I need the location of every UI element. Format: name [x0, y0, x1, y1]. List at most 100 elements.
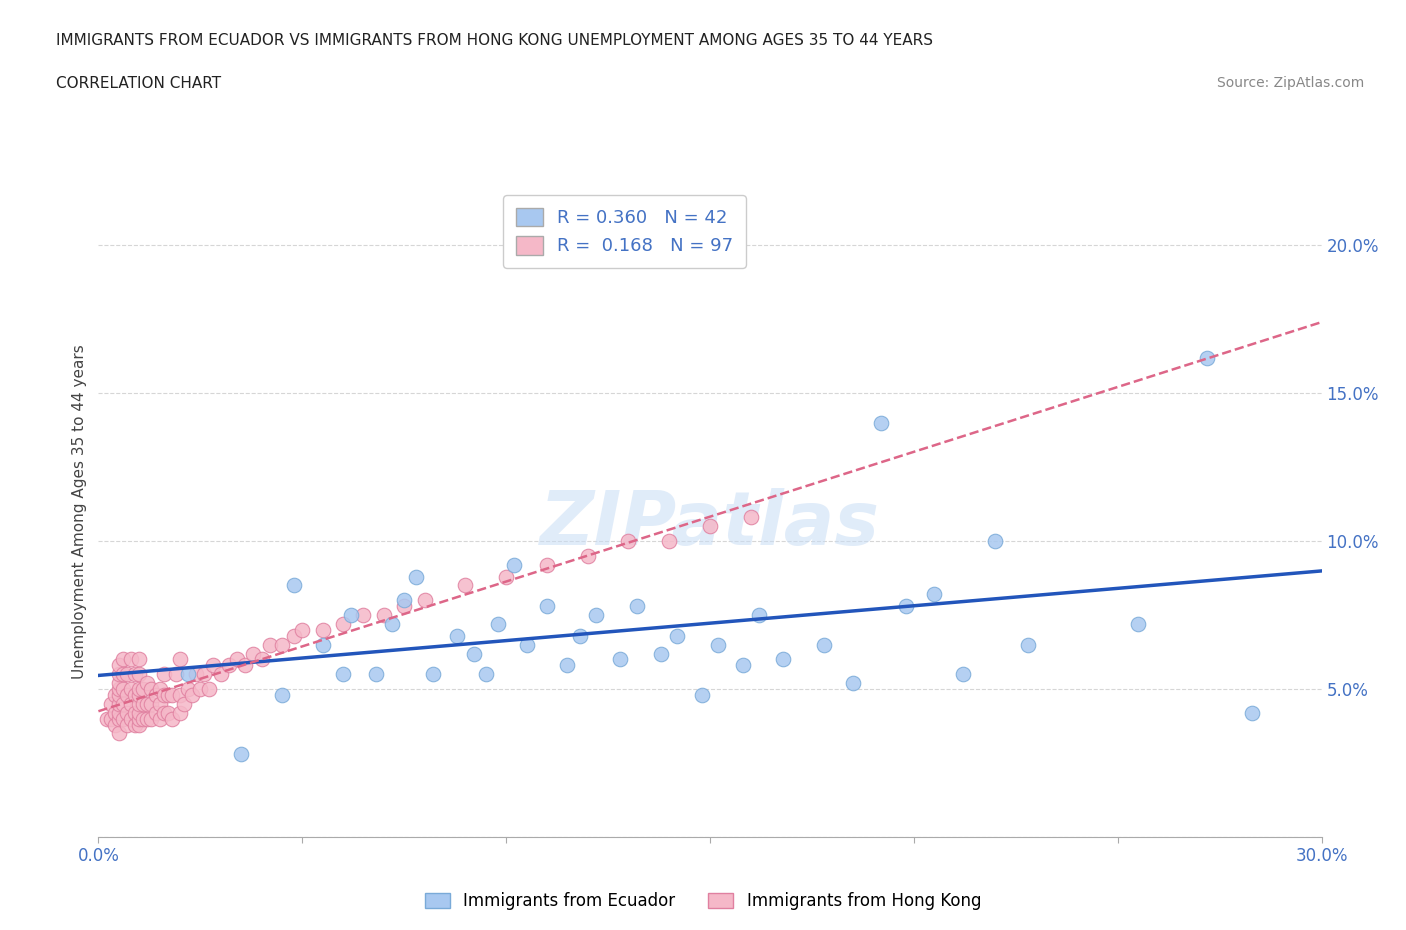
Point	[152, 667, 174, 682]
Point	[132, 682, 155, 697]
Point	[218, 658, 240, 672]
Point	[111, 682, 134, 697]
Point	[650, 646, 672, 661]
Point	[152, 687, 174, 702]
Legend: Immigrants from Ecuador, Immigrants from Hong Kong: Immigrants from Ecuador, Immigrants from…	[418, 885, 988, 917]
Point	[149, 711, 172, 726]
Point	[169, 687, 191, 702]
Point	[132, 697, 155, 711]
Point	[108, 658, 131, 672]
Point	[312, 622, 335, 637]
Point	[141, 682, 163, 697]
Point	[312, 637, 335, 652]
Point	[152, 705, 174, 720]
Y-axis label: Unemployment Among Ages 35 to 44 years: Unemployment Among Ages 35 to 44 years	[72, 344, 87, 679]
Point	[197, 682, 219, 697]
Point	[352, 607, 374, 622]
Point	[1128, 617, 1150, 631]
Point	[283, 578, 305, 593]
Point	[201, 658, 224, 672]
Point	[120, 711, 142, 726]
Point	[952, 667, 974, 682]
Point	[128, 697, 150, 711]
Point	[124, 705, 146, 720]
Point	[332, 667, 354, 682]
Point	[658, 534, 681, 549]
Point	[149, 682, 172, 697]
Point	[115, 717, 138, 732]
Point	[160, 687, 183, 702]
Point	[870, 416, 893, 431]
Point	[111, 667, 134, 682]
Point	[104, 717, 127, 732]
Point	[132, 711, 155, 726]
Point	[568, 629, 591, 644]
Point	[731, 658, 754, 672]
Point	[124, 667, 146, 682]
Point	[128, 682, 150, 697]
Point	[894, 599, 917, 614]
Point	[124, 717, 146, 732]
Point	[136, 676, 159, 691]
Point	[111, 697, 134, 711]
Point	[177, 682, 200, 697]
Point	[270, 637, 294, 652]
Point	[120, 697, 142, 711]
Point	[413, 592, 436, 607]
Point	[340, 607, 363, 622]
Point	[128, 652, 150, 667]
Point	[707, 637, 730, 652]
Point	[503, 557, 526, 572]
Point	[463, 646, 485, 661]
Point	[495, 569, 517, 584]
Point	[108, 705, 131, 720]
Point	[104, 687, 127, 702]
Point	[149, 697, 172, 711]
Point	[188, 682, 212, 697]
Point	[516, 637, 538, 652]
Point	[555, 658, 579, 672]
Point	[270, 687, 294, 702]
Point	[813, 637, 835, 652]
Point	[136, 697, 159, 711]
Point	[120, 652, 142, 667]
Point	[740, 510, 762, 525]
Point	[104, 705, 127, 720]
Point	[259, 637, 281, 652]
Point	[124, 687, 146, 702]
Point	[392, 599, 416, 614]
Point	[136, 711, 159, 726]
Point	[585, 607, 607, 622]
Point	[233, 658, 256, 672]
Point	[141, 711, 163, 726]
Point	[169, 705, 191, 720]
Point	[283, 629, 305, 644]
Point	[108, 676, 131, 691]
Point	[626, 599, 648, 614]
Point	[984, 534, 1007, 549]
Point	[231, 747, 253, 762]
Point	[193, 667, 215, 682]
Text: Source: ZipAtlas.com: Source: ZipAtlas.com	[1216, 76, 1364, 90]
Point	[242, 646, 264, 661]
Point	[1017, 637, 1039, 652]
Point	[111, 711, 134, 726]
Point	[169, 652, 191, 667]
Point	[100, 711, 122, 726]
Point	[173, 697, 195, 711]
Point	[609, 652, 631, 667]
Point	[666, 629, 689, 644]
Point	[128, 705, 150, 720]
Point	[111, 652, 134, 667]
Legend: R = 0.360   N = 42, R =  0.168   N = 97: R = 0.360 N = 42, R = 0.168 N = 97	[503, 195, 745, 268]
Point	[536, 599, 558, 614]
Point	[145, 687, 167, 702]
Point	[617, 534, 640, 549]
Point	[108, 697, 131, 711]
Point	[128, 717, 150, 732]
Point	[922, 587, 945, 602]
Point	[699, 519, 721, 534]
Text: CORRELATION CHART: CORRELATION CHART	[56, 76, 221, 91]
Point	[186, 667, 208, 682]
Point	[160, 711, 183, 726]
